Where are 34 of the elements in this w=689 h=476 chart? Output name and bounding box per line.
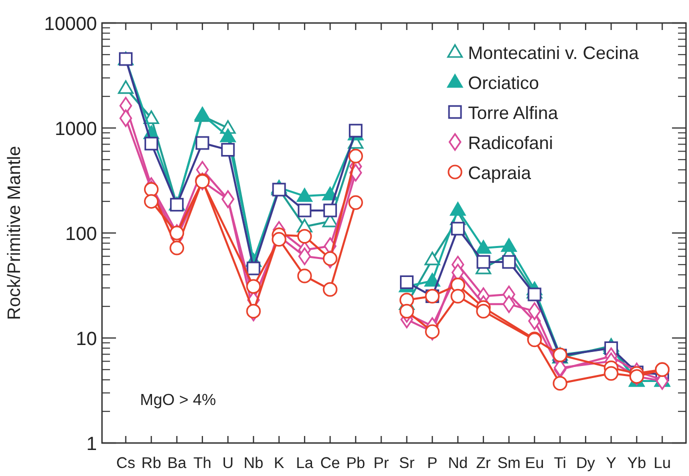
x-tick-label: Y xyxy=(606,455,616,472)
x-tick-label: Yb xyxy=(627,455,646,472)
x-tick-label: La xyxy=(296,455,314,472)
x-tick-label: Nb xyxy=(244,455,264,472)
x-tick-label: Sm xyxy=(497,455,521,472)
y-tick-label: 10 xyxy=(76,329,97,350)
x-tick-label: Pr xyxy=(373,455,389,472)
x-tick-label: Ce xyxy=(320,455,340,472)
y-tick-label: 10000 xyxy=(44,14,97,35)
x-tick-label: Zr xyxy=(476,455,491,472)
x-tick-label: Sr xyxy=(399,455,415,472)
y-tick-label: 1 xyxy=(86,434,97,455)
x-tick-label: Ti xyxy=(554,455,566,472)
x-tick-label: U xyxy=(222,455,234,472)
y-tick-label: 1000 xyxy=(54,119,97,140)
x-tick-label: Ba xyxy=(167,455,187,472)
x-tick-label: Eu xyxy=(525,455,544,472)
x-tick-label: P xyxy=(427,455,438,472)
y-axis-title: Rock/Primitive Mantle xyxy=(4,146,24,320)
x-tick-label: Nd xyxy=(448,455,468,472)
legend-label: Montecatini v. Cecina xyxy=(468,43,640,63)
annotation: MgO > 4% xyxy=(140,392,216,409)
x-tick-label: Dy xyxy=(576,455,596,472)
x-tick-label: Th xyxy=(193,455,212,472)
x-tick-label: Pb xyxy=(346,455,366,472)
legend-label: Radicofani xyxy=(468,133,554,153)
x-tick-label: Lu xyxy=(654,455,671,472)
legend-label: Orciatico xyxy=(468,73,540,93)
x-tick-label: Cs xyxy=(116,455,136,472)
x-tick-label: Rb xyxy=(141,455,162,472)
x-tick-label: K xyxy=(274,455,285,472)
legend-label: Torre Alfina xyxy=(468,103,560,123)
y-tick-label: 100 xyxy=(65,224,97,245)
legend-label: Capraia xyxy=(468,163,532,183)
